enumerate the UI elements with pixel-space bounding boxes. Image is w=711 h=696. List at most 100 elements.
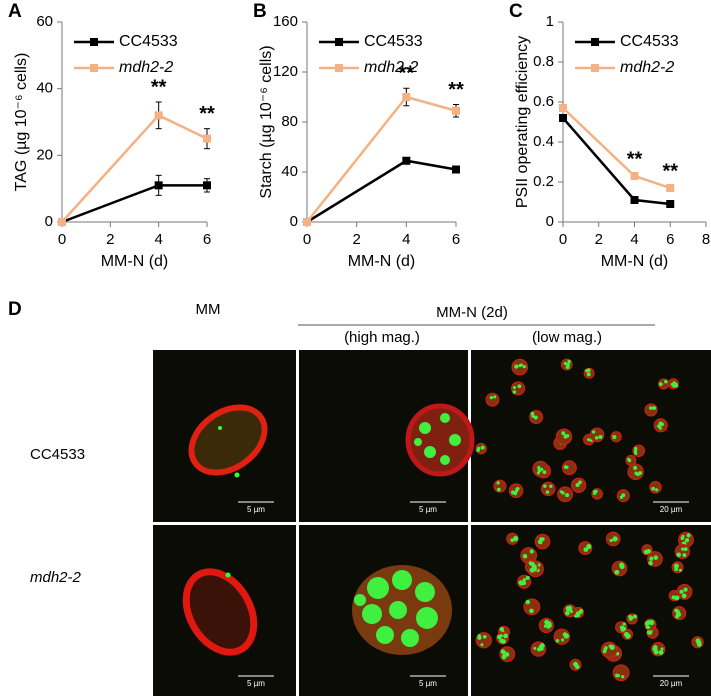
lipid-droplet xyxy=(612,536,618,542)
lipid-droplet xyxy=(602,649,607,654)
y-tick-label: 120 xyxy=(273,63,298,80)
lipid-droplet xyxy=(496,487,501,492)
lipid-droplet xyxy=(644,621,650,626)
lipid-droplet xyxy=(578,480,582,485)
x-tick-label: 6 xyxy=(203,231,211,248)
lipid-droplet xyxy=(671,595,676,600)
x-axis-label: MM-N (d) xyxy=(101,253,169,270)
marker xyxy=(154,181,163,190)
lipid-droplet xyxy=(512,385,517,390)
lipid-droplet xyxy=(648,560,653,566)
x-axis-label: MM-N (d) xyxy=(348,253,416,270)
lipid-droplet xyxy=(522,578,527,582)
lipid-droplet xyxy=(634,446,638,451)
cell xyxy=(182,568,258,656)
micrographs: 5 µm 5 µm 20 µm 5 µm 5 µm 20 µm xyxy=(153,350,711,696)
lipid-droplet xyxy=(501,654,507,660)
legend-marker xyxy=(591,64,599,72)
lipid-droplet xyxy=(616,673,621,678)
y-tick-label: 0 xyxy=(45,213,53,230)
lipid-droplet xyxy=(561,638,565,642)
lipid-droplet xyxy=(664,380,668,384)
lipid-droplet xyxy=(499,627,505,632)
lipid-droplet xyxy=(594,436,599,440)
lipid-droplet xyxy=(645,625,649,629)
lipid-droplet xyxy=(544,619,550,625)
row-label: mdh2-2 xyxy=(30,569,82,586)
x-tick-label: 2 xyxy=(595,231,603,248)
significance: ** xyxy=(627,148,643,170)
series-line xyxy=(306,95,457,223)
lipid-droplet xyxy=(586,543,592,550)
lipid-droplet xyxy=(625,633,631,639)
lipid-droplet xyxy=(543,624,548,628)
lipid-droplet xyxy=(532,566,537,572)
lipid-droplet xyxy=(593,491,597,496)
marker xyxy=(559,104,567,112)
lipid-droplet xyxy=(649,557,654,561)
x-tick-label: 0 xyxy=(303,231,311,248)
lipid-droplet xyxy=(529,608,534,614)
y-axis-label: Starch (µg 10⁻⁶ cells) xyxy=(258,45,275,198)
micrograph xyxy=(471,525,711,696)
marker xyxy=(452,106,460,115)
lipid-droplet xyxy=(225,572,231,578)
lipid-droplet xyxy=(684,538,690,543)
lipid-droplet xyxy=(531,414,535,418)
marker xyxy=(559,114,567,122)
series-line xyxy=(61,184,207,224)
legend-label: mdh2-2 xyxy=(620,59,674,76)
lipid-droplets xyxy=(354,570,438,647)
y-tick-label: 0.8 xyxy=(533,53,554,70)
lipid-droplet xyxy=(549,484,553,488)
lipid-droplet xyxy=(480,643,484,647)
legend-label: CC4533 xyxy=(364,33,423,50)
cell xyxy=(557,486,574,503)
significance: ** xyxy=(662,160,678,182)
lipid-droplet xyxy=(653,644,658,650)
legend-marker xyxy=(90,38,98,46)
lipid-droplet xyxy=(586,438,591,442)
lipid-droplet xyxy=(522,554,528,559)
lipid-droplet xyxy=(565,365,570,370)
panel-label: A xyxy=(8,1,22,22)
lipid-droplet xyxy=(648,619,655,626)
cell xyxy=(511,358,529,376)
cell xyxy=(612,664,630,682)
subcolumn-header: (low mag.) xyxy=(532,329,602,346)
cell xyxy=(611,560,628,577)
lipid-droplet xyxy=(503,633,508,639)
lipid-droplet xyxy=(543,484,547,488)
marker xyxy=(630,172,639,180)
x-tick-label: 6 xyxy=(666,231,674,248)
cell xyxy=(188,404,268,476)
lipid-droplet xyxy=(675,611,682,617)
lipid-droplet xyxy=(651,486,655,491)
lipid-droplet xyxy=(561,491,565,495)
scale-bar-label: 5 µm xyxy=(419,679,437,688)
y-tick-label: 40 xyxy=(36,80,53,97)
lipid-droplet xyxy=(674,595,680,601)
x-axis-label: MM-N (d) xyxy=(601,253,669,270)
lipid-droplet xyxy=(234,472,240,478)
lipid-droplet xyxy=(489,395,493,400)
lipid-droplet xyxy=(609,644,615,651)
lipid-droplet xyxy=(636,472,640,477)
x-tick-label: 8 xyxy=(702,231,710,248)
lipid-droplet xyxy=(609,538,613,543)
y-tick-label: 0 xyxy=(290,213,298,230)
lipid-droplet xyxy=(586,372,591,377)
lipid-droplet xyxy=(682,553,687,558)
lipid-droplet xyxy=(628,616,633,621)
lipid-droplet xyxy=(621,675,625,679)
lipid-droplet xyxy=(658,650,664,655)
lipid-droplet xyxy=(583,547,589,552)
lipid-droplet xyxy=(686,533,691,538)
lipid-droplet xyxy=(591,430,596,434)
lipid-droplet xyxy=(633,465,638,470)
lipid-droplet xyxy=(683,587,688,592)
lipid-droplet xyxy=(676,552,682,558)
lipid-droplet xyxy=(658,426,662,430)
x-tick-label: 0 xyxy=(559,231,567,248)
